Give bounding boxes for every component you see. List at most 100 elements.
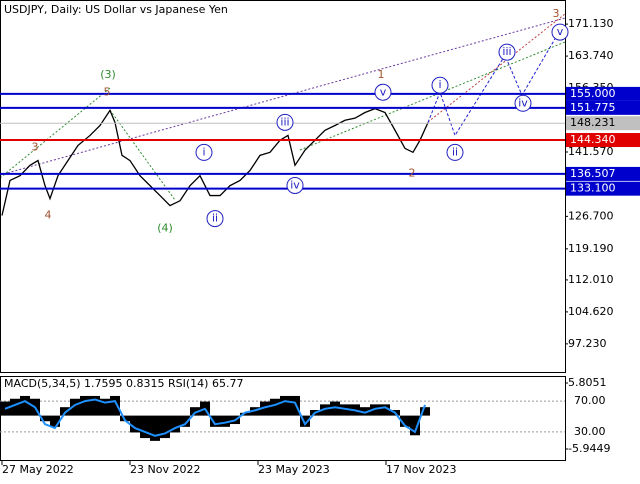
wave-label: 3 [32, 140, 39, 153]
y-tick-label: 112.010 [568, 273, 614, 286]
level-box [566, 133, 640, 148]
macd-bar [180, 415, 190, 427]
level-box [566, 86, 640, 101]
wave-label: v [557, 25, 564, 38]
indicator-frame [0, 376, 566, 461]
level-label: 155.000 [570, 87, 616, 100]
wave-circle [446, 143, 464, 161]
price-line [1, 107, 429, 216]
x-tick-label: 27 May 2022 [2, 463, 74, 476]
level-label: 148.231 [570, 116, 616, 129]
macd-bar [20, 395, 30, 416]
level-label: 133.100 [570, 182, 616, 195]
macd-bar [160, 415, 170, 439]
wave-label: 1 [378, 68, 385, 81]
y-tick-label: 119.190 [568, 242, 614, 255]
macd-bar [290, 395, 300, 416]
macd-bar [170, 415, 180, 433]
wave-label: i [202, 145, 205, 158]
macd-bar [70, 398, 80, 416]
wave-label: i [438, 78, 441, 91]
wave-circle [498, 43, 516, 61]
channel-line [109, 109, 176, 201]
trendlines [0, 13, 566, 201]
macd-bar [140, 415, 150, 439]
wave-label: 2 [409, 166, 416, 179]
macd-bar [280, 395, 290, 416]
main-frame [0, 0, 566, 373]
macd-bar [250, 407, 260, 416]
y-tick-label: 141.570 [568, 145, 614, 158]
chart-title: USDJPY, Daily: US Dollar vs Japanese Yen [4, 3, 228, 16]
level-box [566, 166, 640, 181]
macd-bar [340, 404, 350, 416]
y-tick-label: 104.620 [568, 305, 614, 318]
macd-bar [90, 395, 100, 416]
wave-circle [195, 143, 213, 161]
wave-label: 3 [553, 7, 560, 20]
macd-bar [10, 398, 20, 416]
level-box [566, 181, 640, 196]
rsi-line [4, 398, 426, 437]
macd-bar [220, 415, 230, 427]
y-tick-label: 97.230 [568, 337, 607, 350]
y2-tick-label: 30.00 [574, 425, 606, 438]
y-tick-label: -5.9449 [568, 442, 610, 455]
macd-bar [360, 407, 370, 416]
wave-label: ii [452, 145, 458, 158]
macd-bar [110, 395, 120, 416]
macd-bar [240, 412, 250, 416]
wave-circle [206, 210, 224, 228]
channel-line [0, 17, 566, 176]
wave-label: v [380, 85, 387, 98]
x-tick-label: 23 May 2023 [258, 463, 330, 476]
wave-label: (3) [100, 68, 116, 81]
y-tick-label: 163.740 [568, 49, 614, 62]
macd-bar [260, 401, 270, 416]
macd-bar [150, 415, 160, 441]
macd-bar [370, 404, 380, 416]
macd-bar [100, 398, 110, 416]
x-tick-label: 17 Nov 2023 [386, 463, 456, 476]
wave-label: (4) [157, 222, 173, 235]
macd-bar [330, 401, 340, 416]
macd-bar [210, 415, 220, 427]
macd-bar [410, 415, 420, 436]
wave-circle [431, 76, 449, 94]
forecast-line [427, 30, 561, 137]
y2-tick-label: 70.00 [574, 394, 606, 407]
y-tick-label: 5.8051 [568, 376, 607, 389]
macd-bar [380, 404, 390, 416]
wave-label: iii [280, 115, 289, 128]
wave-circle [276, 113, 294, 131]
channel-line [427, 13, 566, 123]
macd-bar [190, 407, 200, 416]
wave-label: 5 [104, 85, 111, 98]
level-label: 136.507 [570, 167, 616, 180]
wave-circle [551, 23, 569, 41]
macd-bar [400, 415, 410, 427]
y-tick-label: 171.130 [568, 17, 614, 30]
wave-circle [514, 94, 532, 112]
wave-label: ii [212, 212, 218, 225]
wave-label: iii [502, 45, 511, 58]
macd-bar [50, 415, 60, 427]
level-box [566, 100, 640, 115]
level-label: 151.775 [570, 101, 616, 114]
level-label: 144.340 [570, 133, 616, 146]
level-box [566, 116, 640, 131]
wave-label: 4 [45, 209, 52, 222]
macd-bar [130, 415, 140, 433]
macd-bar [40, 415, 50, 422]
x-tick-label: 23 Nov 2022 [130, 463, 200, 476]
y-tick-label: 126.700 [568, 209, 614, 222]
wave-circle [286, 176, 304, 194]
macd-bar [60, 407, 70, 416]
macd-bar [80, 395, 90, 416]
wave-circle [374, 83, 392, 101]
wave-label: iv [290, 178, 300, 191]
indicator-title: MACD(5,34,5) 1.7595 0.8315 RSI(14) 65.77 [4, 377, 243, 390]
macd-bar [270, 398, 280, 416]
macd-bar [320, 404, 330, 416]
